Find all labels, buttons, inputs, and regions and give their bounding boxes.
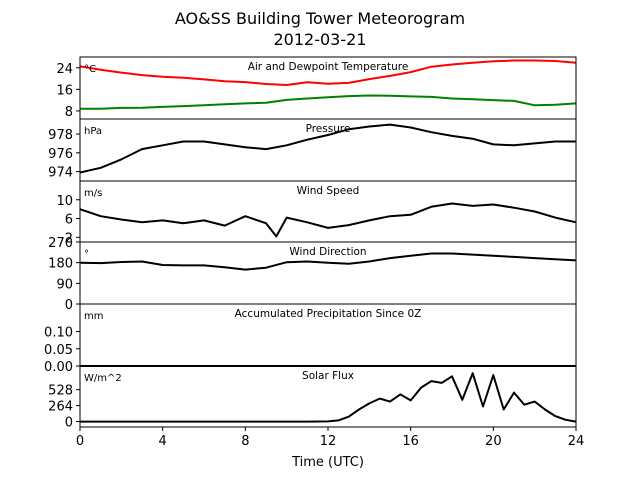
panel-0: 8 16 24 °C Air and Dewpoint Temperature — [56, 56, 577, 120]
x-tick-label-1: 4 — [159, 434, 167, 449]
panel-2-unit-label: m/s — [84, 188, 102, 199]
panel-3-ytick-label-3: 270 — [48, 236, 73, 251]
panel-5-ytick-label-1: 264 — [48, 400, 73, 415]
panel-3-title: Wind Direction — [289, 246, 366, 258]
panel-3-series-0 — [79, 252, 577, 271]
panel-1-ytick-label-0: 974 — [48, 166, 73, 181]
panel-1-series-0 — [79, 123, 576, 174]
panel-0-ytick-label-1: 16 — [56, 83, 73, 98]
x-tick-label-2: 8 — [241, 434, 249, 449]
panel-4-ytick-label-0: 0.00 — [44, 360, 73, 375]
x-axis: 0 4 8 12 16 20 24 — [76, 427, 584, 449]
panel-1-title: Pressure — [306, 123, 351, 135]
panel-5-ytick-label-0: 0 — [65, 416, 73, 431]
panel-5-unit-label: W/m^2 — [84, 373, 122, 384]
panel-0-ytick-label-0: 8 — [65, 105, 73, 120]
panel-2-ytick-label-1: 6 — [65, 213, 73, 228]
figure-subtitle: 2012-03-21 — [274, 30, 367, 49]
panel-4-ytick-label-1: 0.05 — [44, 343, 73, 358]
panel-4-title: Accumulated Precipitation Since 0Z — [235, 308, 422, 320]
panel-3: 0 90 180 270 ° Wind Direction — [48, 236, 577, 313]
panel-3-unit-label: ° — [84, 249, 89, 260]
panel-0-series-0 — [79, 59, 577, 86]
panel-5-ytick-label-2: 528 — [48, 384, 73, 399]
panel-4-unit-label: mm — [84, 311, 103, 322]
x-tick-label-0: 0 — [76, 434, 84, 449]
panel-2-series-0 — [79, 202, 577, 238]
x-tick-label-5: 20 — [485, 434, 502, 449]
panel-0-ytick-label-2: 24 — [56, 62, 73, 77]
figure-title: AO&SS Building Tower Meteorogram — [175, 9, 465, 28]
panel-4: 0.00 0.05 0.10 mm Accumulated Precipitation … — [44, 303, 577, 375]
panel-2-title: Wind Speed — [297, 185, 360, 197]
panel-2-ytick-label-2: 10 — [56, 194, 73, 209]
panel-0-series-1 — [80, 94, 577, 110]
panel-5-title: Solar Flux — [302, 370, 354, 382]
panel-1-ytick-label-2: 978 — [48, 128, 73, 143]
panel-0-title: Air and Dewpoint Temperature — [248, 61, 409, 73]
panel-4-ytick-label-2: 0.10 — [44, 326, 73, 341]
x-axis-label: Time (UTC) — [291, 455, 364, 470]
panel-1: 974 976 978 hPa Pressure — [48, 118, 577, 182]
panel-1-unit-label: hPa — [84, 126, 102, 137]
panel-3-ytick-label-0: 0 — [65, 298, 73, 313]
panel-2: 2 6 10 m/s Wind Speed — [56, 180, 577, 246]
panel-2-ytick-label-0: 2 — [65, 231, 73, 246]
panel-0-unit-label: °C — [84, 64, 96, 75]
x-tick-label-3: 12 — [320, 434, 337, 449]
panel-5-series-0 — [80, 372, 577, 423]
panel-3-ytick-label-2: 180 — [48, 257, 73, 272]
x-tick-label-4: 16 — [402, 434, 419, 449]
panel-3-ytick-label-1: 90 — [56, 277, 73, 292]
x-tick-label-6: 24 — [568, 434, 585, 449]
panel-1-ytick-label-1: 976 — [48, 147, 73, 162]
